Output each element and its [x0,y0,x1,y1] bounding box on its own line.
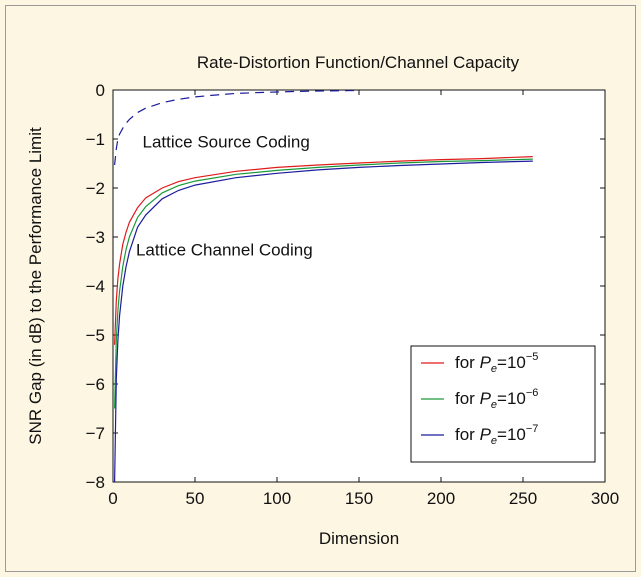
y-tick-label: −2 [86,179,105,198]
figure-frame: Rate-Distortion Function/Channel Capacit… [5,5,636,572]
legend: for Pe=10−5 for Pe=10−6 for Pe=10−7 [410,345,596,463]
x-tick-label: 300 [591,489,619,508]
x-tick-label: 200 [427,489,455,508]
x-tick-label: 250 [509,489,537,508]
series-lines [114,89,533,483]
x-tick-label: 150 [345,489,373,508]
y-tick-label: −4 [86,277,105,296]
line-chart: Rate-Distortion Function/Channel Capacit… [26,53,620,548]
y-tick-label: −3 [86,228,105,247]
y-tick-label: −7 [86,424,105,443]
y-tick-label: 0 [96,81,105,100]
x-tick-label: 0 [108,489,117,508]
axis-ticks: 0 50 100 150 200 250 300 0 −1 −2 −3 −4 −5 −6 −7 −8 [86,81,620,508]
y-tick-label: −5 [86,326,105,345]
y-tick-label: −1 [86,130,105,149]
legend-label: for Pe=10−7 [455,423,538,447]
x-tick-label: 50 [186,489,205,508]
series-line-1 [114,156,533,345]
legend-label: for Pe=10−5 [455,351,538,375]
annotation-channel-coding: Lattice Channel Coding [136,240,313,259]
legend-label: for Pe=10−6 [455,387,538,411]
x-tick-label: 100 [263,489,291,508]
annotation-source-coding: Lattice Source Coding [143,132,310,151]
y-tick-label: −8 [86,473,105,492]
series-line-2 [114,158,533,409]
chart-title: Rate-Distortion Function/Channel Capacit… [197,53,520,72]
legend-box [410,345,596,463]
y-tick-label: −6 [86,375,105,394]
series-line-3 [114,160,533,483]
x-axis-title: Dimension [319,529,399,548]
series-line-source-coding [114,89,360,166]
y-axis-title: SNR Gap (in dB) to the Performance Limit [26,127,45,445]
